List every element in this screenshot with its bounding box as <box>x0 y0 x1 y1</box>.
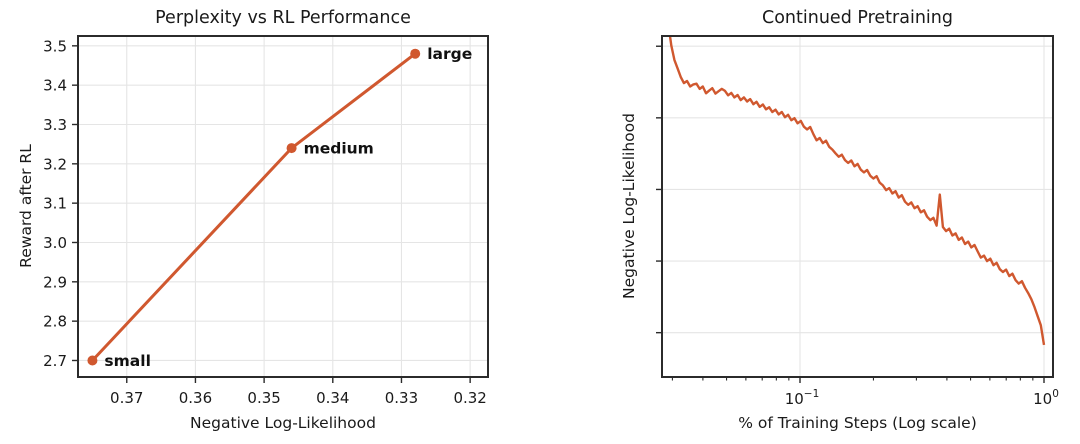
data-point-large <box>410 48 421 59</box>
x-tick-label: 0.37 <box>110 389 143 407</box>
y-tick-label: 3.4 <box>43 77 67 95</box>
pretraining-nll-curve <box>668 36 1046 346</box>
point-annotation-large: large <box>427 45 472 63</box>
data-point-small <box>87 355 98 366</box>
x-tick-label: 10−1 <box>785 388 820 408</box>
x-tick-label: 100 <box>1033 388 1059 408</box>
chart-continued-pretraining: Continued Pretraining 10−1 100 % of Train… <box>540 0 1080 444</box>
y-axis-label-left: Reward after RL <box>17 144 35 268</box>
point-annotation-medium: medium <box>304 140 374 158</box>
x-axis-label-right: % of Training Steps (Log scale) <box>738 414 977 432</box>
x-tick-label: 0.36 <box>179 389 212 407</box>
y-tick-label: 3.2 <box>43 155 67 173</box>
y-tick-label: 2.7 <box>43 352 67 370</box>
x-tick-label: 0.34 <box>316 389 349 407</box>
chart-title-right: Continued Pretraining <box>762 8 953 28</box>
chart-title-left: Perplexity vs RL Performance <box>155 8 411 28</box>
x-tick-label: 0.32 <box>453 389 486 407</box>
y-tick-label: 3.0 <box>43 234 67 252</box>
y-tick-label: 2.8 <box>43 313 67 331</box>
axes-spines <box>661 35 1054 378</box>
point-annotation-small: small <box>104 352 150 370</box>
y-tick-label: 3.3 <box>43 116 67 134</box>
y-axis-label-right: Negative Log-Likelihood <box>620 113 638 299</box>
chart-perplexity-vs-rl: Perplexity vs RL Performance small medium… <box>17 8 489 432</box>
y-tick-label: 3.5 <box>43 37 67 55</box>
plot-area-left: small medium large 0.37 0.36 0.35 0.34 0.33 0.32… <box>43 35 489 407</box>
plot-area-right: 10−1 100 <box>656 35 1059 408</box>
data-point-medium <box>286 143 297 154</box>
y-tick-label: 2.9 <box>43 273 67 291</box>
x-tick-label: 0.33 <box>385 389 418 407</box>
y-tick-label: 3.1 <box>43 195 67 213</box>
x-tick-label: 0.35 <box>247 389 280 407</box>
axes-spines <box>77 35 489 378</box>
x-axis-label-left: Negative Log-Likelihood <box>190 414 376 432</box>
model-scale-line <box>90 52 417 362</box>
